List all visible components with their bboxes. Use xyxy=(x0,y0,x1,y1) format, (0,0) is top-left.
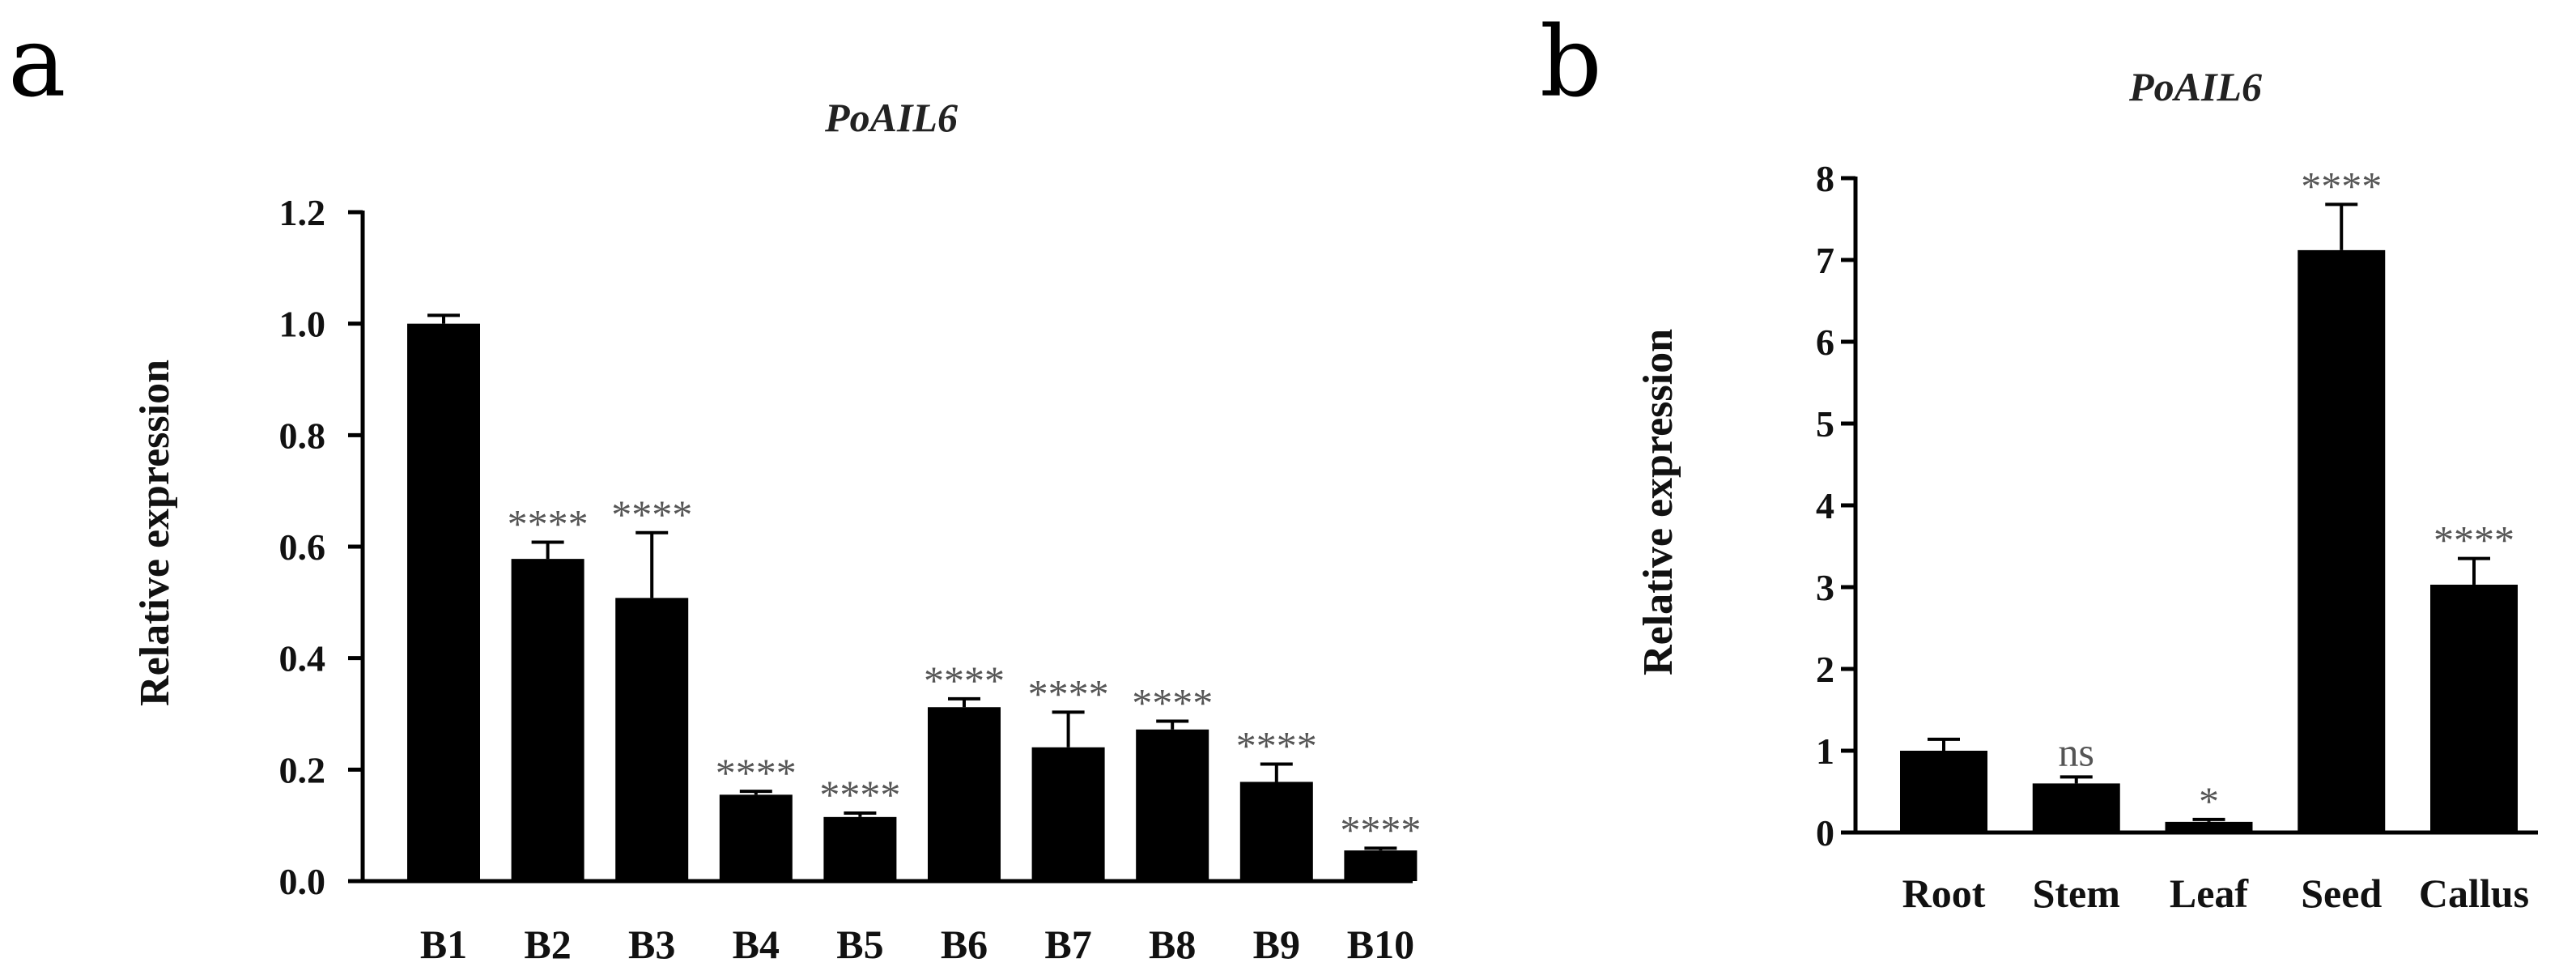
a-significance-label: **** xyxy=(716,750,797,795)
a-significance-label: **** xyxy=(1340,807,1421,852)
a-y-tick-label: 1.0 xyxy=(279,304,326,345)
a-bar-b3 xyxy=(615,598,689,881)
b-x-tick-label: Leaf xyxy=(2170,871,2250,916)
panel-b-axes xyxy=(1853,177,2538,835)
a-x-tick-label: B5 xyxy=(836,922,883,967)
b-x-tick-label: Seed xyxy=(2301,871,2382,916)
panel-b-letter: b xyxy=(1540,6,1602,119)
panel-b-bars: ns********* xyxy=(1900,163,2518,833)
b-y-tick-label: 0 xyxy=(1816,812,1834,854)
a-x-tick-label: B7 xyxy=(1044,922,1091,967)
a-y-tick-label: 0.8 xyxy=(279,415,326,456)
b-y-tick-label: 4 xyxy=(1816,485,1834,526)
b-x-tick-label: Root xyxy=(1902,871,1986,916)
b-y-tick-label: 6 xyxy=(1816,322,1834,363)
a-x-tick-label: B9 xyxy=(1253,922,1300,967)
a-bar-b6 xyxy=(928,707,1001,881)
panel-a-letter: a xyxy=(8,6,66,119)
a-y-tick-label: 0.0 xyxy=(279,861,326,902)
b-bar-callus xyxy=(2430,584,2518,833)
panel-b-title: PoAIL6 xyxy=(2128,64,2262,109)
a-bar-b8 xyxy=(1136,729,1209,881)
b-y-tick-label: 8 xyxy=(1816,158,1834,199)
a-y-tick-label: 0.6 xyxy=(279,526,326,568)
panel-b-y-ticks: 0 1 2 3 4 5 6 7 8 xyxy=(1816,158,1855,854)
b-significance-label: **** xyxy=(2301,163,2382,208)
a-bar-b5 xyxy=(823,816,897,881)
a-x-tick-label: B8 xyxy=(1149,922,1196,967)
a-x-tick-label: B1 xyxy=(420,922,467,967)
b-bar-root xyxy=(1900,751,1987,833)
a-x-tick-label: B2 xyxy=(524,922,571,967)
a-significance-label: **** xyxy=(924,658,1005,703)
a-bar-b9 xyxy=(1239,781,1313,881)
panel-a-bars: **** **** **** **** **** **** **** **** **** xyxy=(407,313,1421,882)
b-significance-label: * xyxy=(2199,778,2219,824)
a-significance-label: **** xyxy=(1236,722,1317,768)
a-x-tick-label: B6 xyxy=(941,922,988,967)
b-y-tick-label: 7 xyxy=(1816,240,1834,281)
a-bar-b10 xyxy=(1344,850,1418,881)
a-y-tick-label: 1.2 xyxy=(279,192,326,233)
a-significance-label: **** xyxy=(1028,671,1109,716)
b-bar-stem xyxy=(2032,783,2120,833)
panel-a-axes xyxy=(360,211,1413,884)
a-significance-label: **** xyxy=(819,772,900,817)
b-y-tick-label: 5 xyxy=(1816,403,1834,445)
b-x-tick-label: Callus xyxy=(2419,871,2529,916)
a-bar-b1 xyxy=(407,323,480,882)
b-bar-seed xyxy=(2298,249,2386,833)
a-significance-label: **** xyxy=(611,492,692,537)
b-significance-label: ns xyxy=(2059,729,2094,774)
panel-a-y-ticks: 0.0 0.2 0.4 0.6 0.8 1.0 1.2 xyxy=(279,192,363,902)
b-bar-leaf xyxy=(2165,821,2253,833)
panel-a-x-ticks: B1 B2 B3 B4 B5 B6 B7 B8 B9 B10 xyxy=(420,922,1414,967)
a-bar-b4 xyxy=(719,794,793,881)
panel-a: a PoAIL6 Relative expression 0.00.20.40.… xyxy=(8,6,1421,967)
b-y-tick-label: 1 xyxy=(1816,730,1834,772)
panel-b-x-ticks: Root Stem Leaf Seed Callus xyxy=(1902,871,2529,916)
b-y-tick-label: 2 xyxy=(1816,649,1834,690)
panel-b-y-axis-label: Relative expression xyxy=(1635,329,1681,675)
a-bar-b2 xyxy=(511,559,584,881)
a-x-tick-label: B3 xyxy=(628,922,675,967)
a-bar-b7 xyxy=(1031,747,1105,881)
a-y-tick-label: 0.2 xyxy=(279,749,326,790)
panel-b: b PoAIL6 Relative expression 0 1 2 3 4 5 6 7 8 n… xyxy=(1540,6,2538,916)
a-significance-label: **** xyxy=(508,500,589,546)
panel-a-y-axis-label: Relative expression xyxy=(132,360,178,706)
a-x-tick-label: B10 xyxy=(1347,922,1414,967)
b-significance-label: **** xyxy=(2434,517,2514,563)
panel-a-title: PoAIL6 xyxy=(824,95,958,140)
a-significance-label: **** xyxy=(1132,679,1213,725)
b-y-tick-label: 3 xyxy=(1816,567,1834,608)
a-y-tick-label: 0.4 xyxy=(279,638,326,679)
b-x-tick-label: Stem xyxy=(2033,871,2120,916)
a-x-tick-label: B4 xyxy=(733,922,780,967)
